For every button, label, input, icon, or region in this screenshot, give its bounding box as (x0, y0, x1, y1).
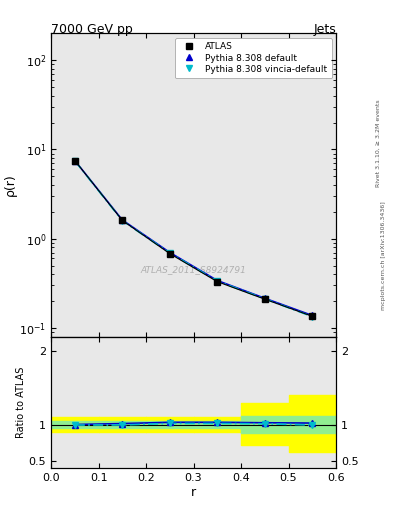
ATLAS (167, 250, 172, 257)
ATLAS (72, 158, 77, 164)
Legend: ATLAS, Pythia 8.308 default, Pythia 8.308 vincia-default: ATLAS, Pythia 8.308 default, Pythia 8.30… (175, 38, 332, 78)
Line: ATLAS: ATLAS (72, 157, 316, 320)
Pythia 8.308 vincia-default (263, 296, 267, 302)
ATLAS (120, 218, 125, 224)
Text: Jets: Jets (313, 23, 336, 36)
Text: Rivet 3.1.10, ≥ 3.2M events: Rivet 3.1.10, ≥ 3.2M events (376, 99, 380, 187)
Pythia 8.308 vincia-default (215, 278, 220, 284)
Text: 7000 GeV pp: 7000 GeV pp (51, 23, 133, 36)
Pythia 8.308 default (263, 295, 267, 302)
ATLAS (215, 279, 220, 285)
Y-axis label: Ratio to ATLAS: Ratio to ATLAS (16, 367, 26, 438)
Pythia 8.308 vincia-default (120, 218, 125, 224)
Pythia 8.308 vincia-default (167, 250, 172, 256)
Pythia 8.308 default (310, 312, 315, 318)
Text: ATLAS_2011_S8924791: ATLAS_2011_S8924791 (141, 265, 246, 274)
Pythia 8.308 vincia-default (310, 313, 315, 319)
Y-axis label: ρ(r): ρ(r) (4, 174, 17, 196)
Pythia 8.308 default (120, 217, 125, 223)
ATLAS (263, 296, 267, 302)
Pythia 8.308 vincia-default (72, 158, 77, 164)
Pythia 8.308 default (215, 278, 220, 284)
X-axis label: r: r (191, 486, 196, 499)
ATLAS (310, 313, 315, 319)
Line: Pythia 8.308 vincia-default: Pythia 8.308 vincia-default (72, 158, 316, 319)
Pythia 8.308 default (72, 158, 77, 164)
Pythia 8.308 default (167, 249, 172, 255)
Text: mcplots.cern.ch [arXiv:1306.3436]: mcplots.cern.ch [arXiv:1306.3436] (381, 202, 386, 310)
Line: Pythia 8.308 default: Pythia 8.308 default (72, 158, 316, 318)
